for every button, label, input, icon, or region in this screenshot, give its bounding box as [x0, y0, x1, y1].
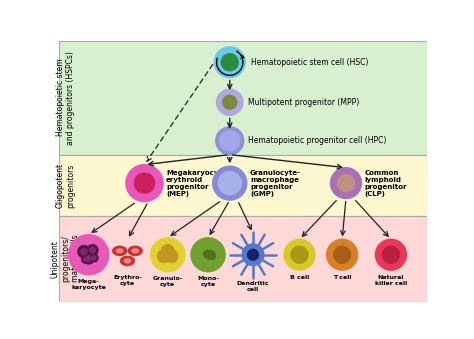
Circle shape — [90, 254, 98, 262]
Text: Dendritic
cell: Dendritic cell — [237, 281, 269, 292]
Text: Common
lymphoid
progenitor
(CLP): Common lymphoid progenitor (CLP) — [365, 170, 407, 197]
Ellipse shape — [204, 250, 216, 259]
Circle shape — [151, 238, 185, 272]
Circle shape — [334, 246, 351, 263]
Text: Erythro-
cyte: Erythro- cyte — [113, 275, 142, 285]
Circle shape — [84, 257, 88, 261]
Text: Unipotent
progenitors/
mature cells: Unipotent progenitors/ mature cells — [51, 235, 81, 282]
Circle shape — [327, 239, 357, 270]
Ellipse shape — [113, 246, 127, 256]
Text: Granulocyte-
macrophage
progenitor
(GMP): Granulocyte- macrophage progenitor (GMP) — [250, 170, 301, 197]
Text: Hematopoietic progenitor cell (HPC): Hematopoietic progenitor cell (HPC) — [247, 136, 386, 145]
Ellipse shape — [132, 249, 138, 253]
Circle shape — [291, 246, 308, 263]
Circle shape — [247, 250, 258, 260]
Circle shape — [223, 95, 237, 109]
Ellipse shape — [128, 246, 142, 256]
Circle shape — [218, 172, 241, 195]
Circle shape — [135, 173, 155, 193]
Circle shape — [330, 168, 362, 199]
Text: Mega-
karyocyte: Mega- karyocyte — [71, 279, 106, 290]
Text: Oligopotent
progenitors: Oligopotent progenitors — [56, 163, 75, 208]
Text: Granulo-
cyte: Granulo- cyte — [153, 276, 183, 287]
Circle shape — [158, 250, 170, 262]
Circle shape — [242, 244, 264, 265]
Circle shape — [69, 235, 109, 275]
Text: Mono-
cyte: Mono- cyte — [197, 276, 219, 287]
Circle shape — [383, 246, 400, 263]
Circle shape — [219, 131, 240, 151]
Circle shape — [87, 245, 98, 256]
Circle shape — [78, 245, 90, 258]
Circle shape — [90, 247, 95, 253]
Circle shape — [86, 256, 91, 261]
Text: Megakaryocyte-
erythroid
progenitor
(MEP): Megakaryocyte- erythroid progenitor (MEP… — [166, 170, 230, 197]
Circle shape — [81, 248, 87, 255]
Circle shape — [375, 239, 406, 270]
Text: Natural
killer cell: Natural killer cell — [375, 275, 407, 285]
Circle shape — [191, 238, 225, 272]
Ellipse shape — [124, 259, 130, 263]
Circle shape — [221, 54, 238, 71]
Text: T cell: T cell — [333, 275, 351, 280]
Circle shape — [82, 256, 90, 263]
Text: Hematopoietic stem cell (HSC): Hematopoietic stem cell (HSC) — [251, 58, 369, 67]
Circle shape — [162, 245, 174, 257]
Text: Multipotent progenitor (MPP): Multipotent progenitor (MPP) — [247, 98, 359, 107]
Ellipse shape — [120, 256, 135, 265]
Bar — [59, 41, 427, 155]
Circle shape — [337, 175, 355, 192]
Circle shape — [83, 253, 94, 264]
Text: B cell: B cell — [290, 275, 309, 280]
Circle shape — [126, 165, 163, 202]
Circle shape — [217, 89, 243, 115]
Circle shape — [284, 239, 315, 270]
Circle shape — [214, 47, 245, 78]
Bar — [59, 216, 427, 302]
Circle shape — [165, 250, 178, 262]
Text: Hematopoietic stem
and progenitors (HSPCs): Hematopoietic stem and progenitors (HSPC… — [56, 51, 75, 145]
Circle shape — [213, 166, 247, 200]
Circle shape — [92, 256, 96, 260]
Circle shape — [216, 127, 244, 155]
Ellipse shape — [117, 249, 123, 253]
Bar — [59, 155, 427, 216]
